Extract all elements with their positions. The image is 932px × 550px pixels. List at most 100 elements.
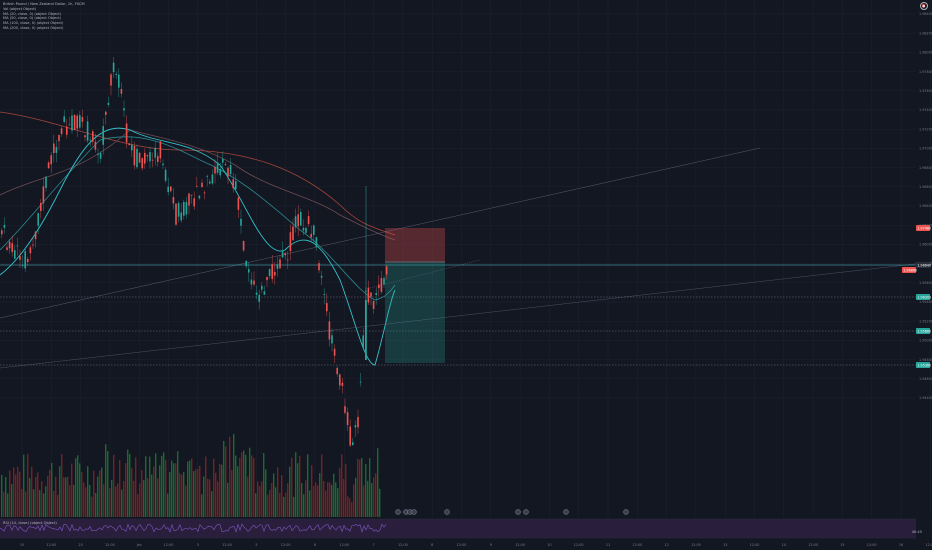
- volume-bar: [319, 473, 321, 517]
- candle-body: [294, 216, 297, 228]
- volume-bar: [193, 471, 195, 517]
- volume-bar: [201, 494, 203, 517]
- volume-bar: [371, 483, 373, 517]
- volume-bar: [233, 433, 235, 517]
- volume-bar: [9, 470, 11, 517]
- indicator-ma50[interactable]: MA (50, close, 0) (object Object): [3, 16, 62, 21]
- volume-bar: [271, 483, 273, 517]
- candle-body: [292, 226, 294, 241]
- candle-body: [367, 287, 370, 303]
- candle-body: [115, 74, 117, 76]
- rsi-legend[interactable]: RSI (14, close) (object Object): [3, 521, 57, 525]
- volume-bar: [225, 446, 227, 517]
- candle-body: [94, 141, 97, 150]
- volume-bar: [231, 469, 233, 517]
- candle-body: [73, 115, 76, 130]
- volume-bar: [177, 451, 179, 517]
- candle-body: [99, 153, 102, 159]
- volume-bar: [23, 454, 25, 517]
- volume-bar: [253, 458, 255, 517]
- volume-bar: [25, 491, 27, 517]
- indicator-ma100[interactable]: MA (100, close, 0) (object Object): [3, 21, 64, 26]
- volume-bar: [45, 486, 47, 517]
- candle-body: [89, 139, 91, 141]
- alarm-clock-icon[interactable]: ⏰: [920, 2, 928, 10]
- volume-bar: [347, 496, 349, 517]
- volume-bar: [149, 456, 151, 517]
- indicator-ma200[interactable]: MA (200, close, 0) (object Object): [3, 25, 64, 30]
- trend-line: [0, 147, 761, 319]
- candle-body: [245, 260, 247, 267]
- time-tick-label: 12:00: [339, 543, 349, 547]
- volume-bar: [295, 452, 297, 517]
- candle-body: [66, 126, 68, 135]
- candle-body: [219, 169, 221, 176]
- ma50-line: [0, 136, 396, 301]
- volume-bar: [11, 484, 13, 517]
- volume-bar: [281, 475, 283, 517]
- candle-body: [201, 182, 203, 188]
- candle-body: [370, 292, 372, 297]
- candle-body: [146, 155, 149, 157]
- volume-bar: [173, 463, 175, 517]
- volume-bar: [275, 487, 277, 517]
- volume-bar: [33, 489, 35, 517]
- candle-body: [112, 62, 115, 73]
- volume-bar: [169, 472, 171, 517]
- volume-bar: [269, 489, 271, 517]
- candle-body: [274, 272, 276, 276]
- candle-body: [45, 176, 47, 188]
- price-tick-label: 1.97200: [919, 127, 932, 131]
- time-tick-label: 12: [664, 543, 668, 547]
- candle-body: [372, 301, 375, 309]
- volume-bar: [73, 484, 75, 517]
- volume-bar: [251, 455, 253, 517]
- event-marker-icon: [395, 509, 401, 515]
- volume-bar: [1, 474, 3, 517]
- price-tag: [916, 362, 930, 368]
- candle-body: [209, 181, 211, 184]
- volume-bar: [53, 490, 55, 517]
- volume-bar: [341, 454, 343, 517]
- ma200-line: [0, 111, 396, 236]
- candle-body: [250, 279, 253, 285]
- volume-bar: [155, 453, 157, 517]
- candle-body: [227, 167, 229, 177]
- volume-bar: [65, 477, 67, 517]
- candle-body: [341, 382, 344, 386]
- volume-bar: [71, 463, 73, 517]
- volume-bar: [213, 458, 215, 517]
- time-tick-label: 12:00: [574, 543, 584, 547]
- indicator-vol[interactable]: Vol (object Object): [3, 6, 37, 11]
- candle-body: [344, 406, 346, 413]
- candle-body: [354, 425, 357, 428]
- candle-body: [352, 442, 354, 446]
- price-tag: [916, 328, 930, 334]
- price-tick-label: 1.97400: [919, 108, 932, 112]
- volume-bar: [191, 458, 193, 517]
- volume-bar: [195, 469, 197, 517]
- time-tick-label: 5: [255, 543, 257, 547]
- time-tick-label: 12:00: [46, 543, 56, 547]
- candles: [1, 57, 388, 448]
- volume-bar: [89, 484, 91, 517]
- candle-body: [263, 291, 266, 295]
- candle-body: [349, 426, 351, 446]
- candle-body: [339, 374, 341, 386]
- volume-bar: [315, 482, 317, 517]
- volume-bar: [375, 473, 377, 517]
- volume-bar: [107, 450, 109, 517]
- indicator-ma20[interactable]: MA (20, close, 0) (object Object): [3, 11, 62, 16]
- candle-body: [357, 416, 359, 428]
- price-tick-label: 1.97600: [919, 89, 932, 93]
- volume-bar: [49, 469, 51, 517]
- candle-body: [76, 115, 78, 129]
- candle-body: [211, 174, 214, 184]
- volume-bar: [81, 472, 83, 517]
- candle-body: [328, 321, 331, 340]
- candle-body: [206, 175, 208, 177]
- candle-body: [42, 186, 45, 204]
- event-marker-icon: [411, 509, 417, 515]
